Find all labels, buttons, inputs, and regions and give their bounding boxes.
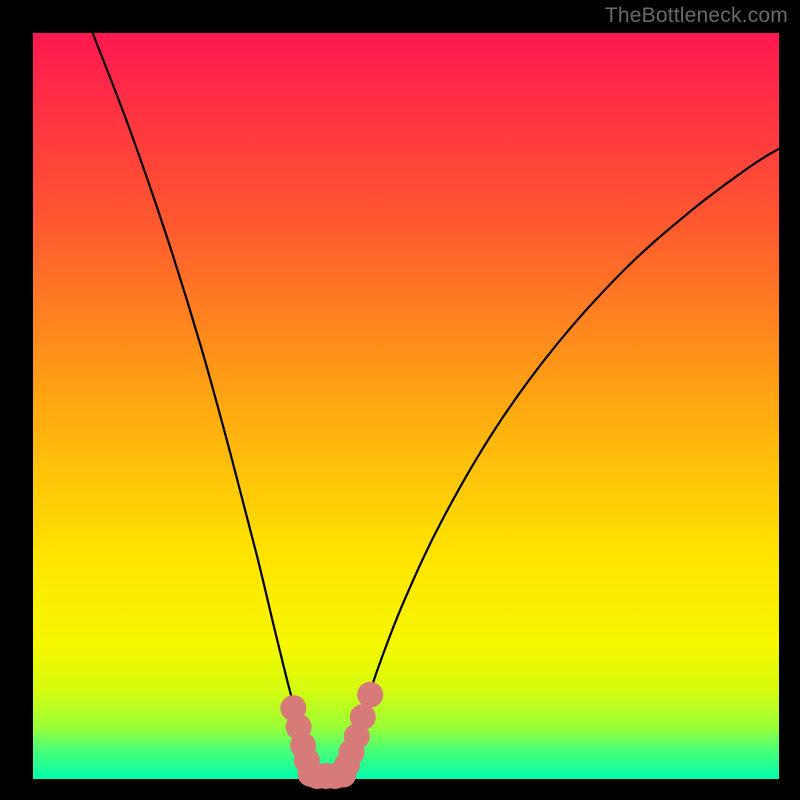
marker-group: [280, 682, 383, 789]
data-marker: [357, 682, 383, 708]
data-marker: [350, 704, 376, 730]
watermark-text: TheBottleneck.com: [605, 4, 788, 28]
chart-svg: [33, 33, 779, 779]
left-curve: [93, 33, 312, 779]
right-curve: [342, 149, 779, 779]
chart-plot-area: [33, 33, 779, 779]
